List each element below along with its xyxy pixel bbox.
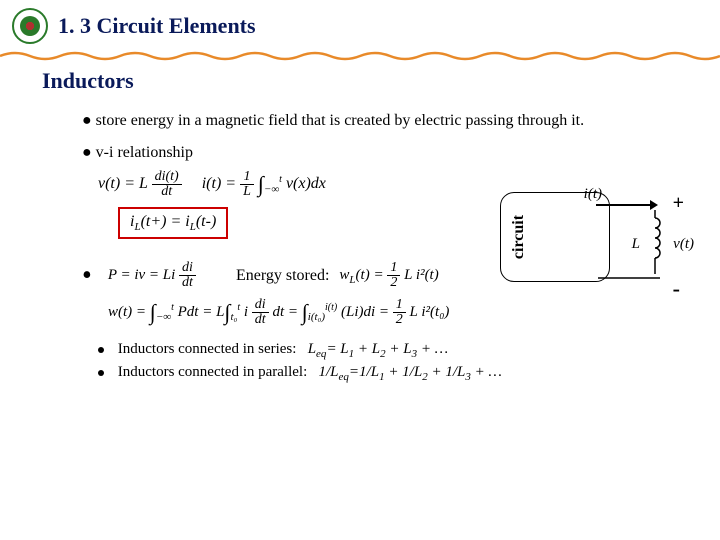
content-area: Inductors ● store energy in a magnetic f… (0, 62, 720, 383)
bullet-vi: ● v-i relationship (82, 144, 692, 162)
circuit-label: circuit (510, 211, 528, 263)
polarity-plus: + (673, 192, 684, 215)
bullet-vi-text: v-i relationship (96, 144, 193, 161)
bullet-icon (98, 347, 104, 353)
i-of-t-label: i(t) (584, 186, 602, 203)
continuity-box: iL(t+) = iL(t-) (118, 207, 228, 239)
it-formula: i(t) = 1L ∫−∞t v(x)dx (202, 170, 326, 199)
parallel-item: Inductors connected in parallel: 1/Leq=1… (98, 364, 692, 383)
wt-integral-derivation: w(t) = ∫−∞t Pdt = L∫t₀t i didt dt = ∫i(t… (108, 298, 692, 327)
polarity-minus: - (673, 276, 680, 302)
wave-divider (0, 50, 720, 62)
header: 1. 3 Circuit Elements (0, 0, 720, 48)
series-item: Inductors connected in series: Leq= L1 +… (98, 341, 692, 360)
inductor-L-label: L (632, 236, 640, 253)
current-arrow-head-icon (650, 200, 658, 210)
v-of-t-label: v(t) (673, 236, 694, 253)
energy-stored-label: Energy stored: (236, 267, 329, 285)
return-wire (598, 272, 660, 284)
wt-formula: wL(t) = 12 L i²(t) (339, 261, 438, 290)
current-arrow-line (596, 204, 654, 206)
university-logo (12, 8, 48, 44)
bullet-icon (98, 370, 104, 376)
connection-list: Inductors connected in series: Leq= L1 +… (98, 341, 692, 383)
inductor-coil-icon (648, 210, 662, 274)
page-subtitle: Inductors (42, 68, 692, 94)
bullet-store-energy: ● store energy in a magnetic field that … (82, 112, 692, 130)
section-title: 1. 3 Circuit Elements (58, 13, 256, 39)
vt-formula: v(t) = L di(t)dt (98, 170, 182, 199)
circuit-box: circuit (500, 192, 610, 282)
bullet-store-text: store energy in a magnetic field that is… (96, 112, 584, 129)
logo-inner (20, 16, 40, 36)
power-formula: P = iv = Li didt (108, 261, 196, 290)
